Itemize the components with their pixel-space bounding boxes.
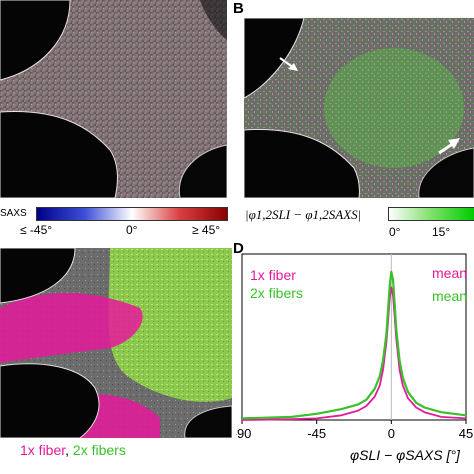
series-line-2x-fibers [241, 270, 467, 420]
plot-frame [241, 253, 467, 421]
colorbar-a-fragment-label: SAXS [0, 208, 27, 219]
panel-b-image [244, 18, 474, 198]
legend-2x-label: 2x fibers [250, 285, 303, 301]
legend-1x-label: 1x fiber [250, 267, 296, 283]
series-line-1x-fiber [241, 286, 467, 421]
x-tick-label: 0 [388, 426, 395, 441]
colorbar-a [36, 207, 228, 221]
colorbar-a-tick-max: ≥ 45° [192, 223, 221, 237]
panel-c-micrograph [0, 248, 232, 438]
colorbar-b-formula: |φ1,2SLI − φ1,2SAXS| [245, 207, 362, 222]
legend-1x-stat: mean [432, 265, 467, 281]
panel-c-caption-separator: , [65, 442, 70, 458]
x-tick-label: -45 [307, 426, 326, 441]
panel-d-chart: -90 -45 0 45 1x fiber 2x fibers mean mean φ… [236, 253, 473, 463]
panel-c-caption-1x: 1x fiber [20, 442, 66, 458]
colorbar-a-tick-mid: 0° [126, 223, 138, 237]
x-tick-label: -90 [236, 426, 251, 441]
x-axis-label: φSLI − φSAXS [°] [350, 447, 461, 463]
colorbar-b [388, 207, 474, 221]
panel-a-micrograph [0, 0, 227, 198]
panel-b-micrograph [244, 18, 474, 198]
panel-c-image [0, 248, 232, 438]
panel-b-letter: B [233, 0, 244, 17]
colorbar-b-tick-0: 0° [389, 225, 401, 239]
legend-2x-stat: mean [432, 288, 467, 304]
panel-a-image [0, 0, 227, 198]
colorbar-b-tick-15: 15° [432, 225, 451, 239]
x-tick-label: 45 [459, 426, 473, 441]
chart-plot-area: -90 -45 0 45 [236, 253, 473, 441]
panel-c-caption-2x: 2x fibers [72, 442, 126, 458]
arrow-icon [438, 138, 460, 155]
panel-c-caption: 1x fiber, 2x fibers [20, 442, 126, 458]
arrow-icon [279, 57, 298, 71]
panel-d-letter: D [233, 240, 244, 257]
colorbar-a-tick-min: ≤ -45° [20, 223, 53, 237]
